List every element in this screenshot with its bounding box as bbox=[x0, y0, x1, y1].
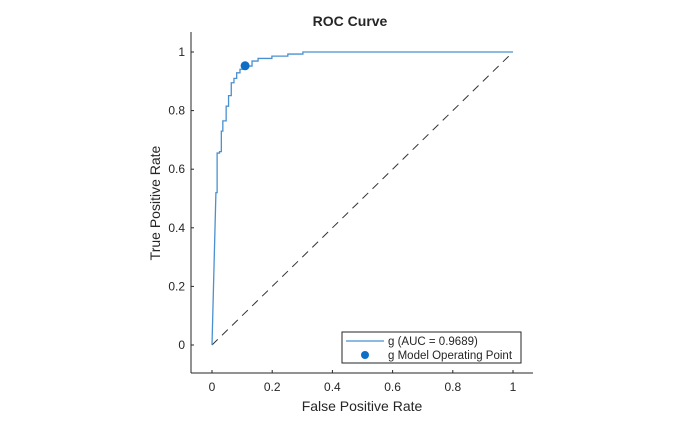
y-tick-label: 0.8 bbox=[168, 104, 185, 118]
reference-diagonal-line bbox=[211, 51, 514, 346]
chart-title: ROC Curve bbox=[313, 13, 388, 29]
y-tick-label: 0.6 bbox=[168, 162, 185, 176]
x-tick-label: 0 bbox=[209, 380, 216, 394]
x-tick-label: 0.8 bbox=[444, 380, 461, 394]
y-axis-label: True Positive Rate bbox=[147, 145, 163, 260]
y-tick-label: 0.2 bbox=[168, 279, 185, 293]
x-axis-label: False Positive Rate bbox=[302, 398, 423, 414]
legend: g (AUC = 0.9689) g Model Operating Point bbox=[341, 331, 522, 364]
y-tick-label: 0.4 bbox=[168, 221, 185, 235]
roc-curve-line bbox=[211, 51, 513, 346]
legend-label-roc: g (AUC = 0.9689) bbox=[388, 336, 478, 348]
legend-label-operating-point: g Model Operating Point bbox=[388, 350, 513, 362]
x-tick-label: 0.6 bbox=[384, 380, 401, 394]
x-tick-label: 1 bbox=[510, 380, 517, 394]
y-tick-label: 0 bbox=[178, 338, 185, 352]
x-tick-label: 0.2 bbox=[264, 380, 281, 394]
legend-marker-swatch bbox=[361, 351, 369, 359]
legend-box bbox=[341, 331, 522, 364]
operating-point-marker bbox=[240, 61, 250, 71]
y-tick-label: 1 bbox=[178, 45, 185, 59]
x-tick-label: 0.4 bbox=[324, 380, 341, 394]
